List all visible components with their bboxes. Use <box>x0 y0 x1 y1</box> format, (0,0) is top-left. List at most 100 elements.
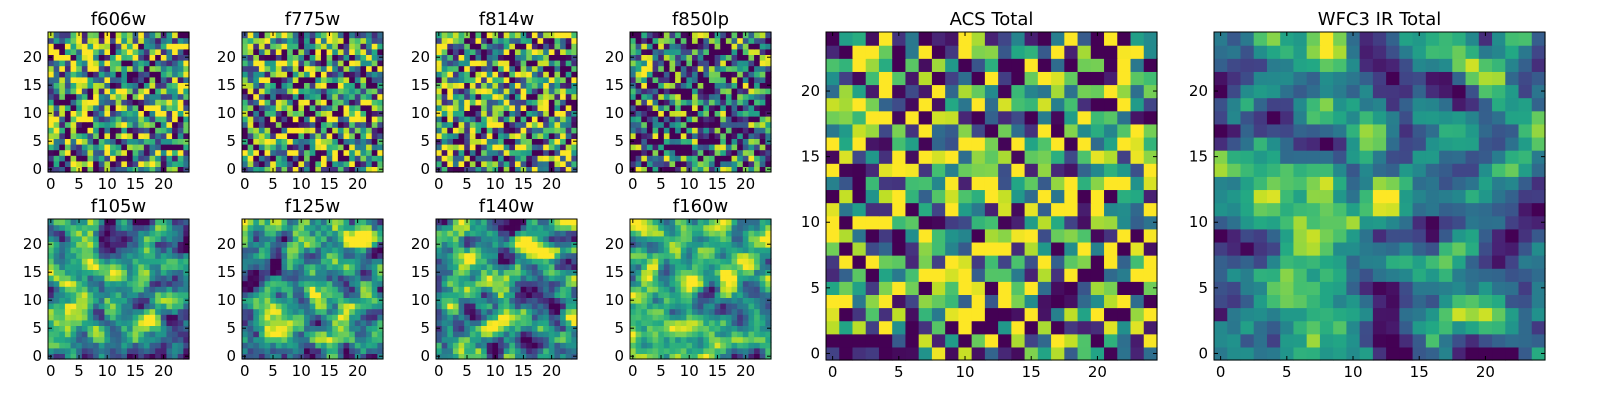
heatmap-cell <box>486 60 493 67</box>
heatmap-cell <box>177 336 184 343</box>
y-tick-label: 15 <box>23 263 42 281</box>
heatmap-cell <box>520 275 527 282</box>
heatmap-cell <box>641 342 648 349</box>
heatmap-cell <box>469 325 477 332</box>
heatmap-cell <box>258 116 266 123</box>
heatmap-cell <box>298 263 305 270</box>
heatmap-cell <box>514 331 522 338</box>
heatmap-cell <box>343 104 350 111</box>
heatmap-cell <box>354 104 362 111</box>
heatmap-cell <box>514 247 522 254</box>
heatmap-cell <box>748 149 755 156</box>
heatmap-cell <box>287 76 294 83</box>
heatmap-cell <box>703 48 710 55</box>
heatmap-cell <box>126 160 134 167</box>
heatmap-cell <box>98 247 105 254</box>
heatmap-cell <box>264 48 271 55</box>
heatmap-cell <box>115 275 122 282</box>
heatmap-cell <box>87 121 94 128</box>
heatmap-cell <box>48 65 55 72</box>
heatmap-cell <box>737 280 744 287</box>
heatmap-cell <box>287 258 294 265</box>
heatmap-cell <box>59 347 66 354</box>
heatmap-cell <box>138 303 145 310</box>
heatmap-cell <box>354 303 362 310</box>
heatmap-cell <box>663 280 671 287</box>
heatmap-cell <box>725 138 733 145</box>
heatmap-cell <box>70 54 77 61</box>
heatmap-cell <box>537 160 544 167</box>
heatmap-cell <box>53 353 60 360</box>
heatmap-cell <box>708 353 716 360</box>
heatmap-cell <box>309 291 316 298</box>
heatmap-cell <box>514 76 522 83</box>
heatmap-cell <box>475 347 482 354</box>
heatmap-cell <box>309 258 316 265</box>
heatmap-cell <box>447 342 454 349</box>
heatmap-cell <box>475 303 482 310</box>
heatmap-cell <box>149 93 156 100</box>
heatmap-cell <box>560 297 567 304</box>
heatmap-cell <box>371 241 378 248</box>
heatmap-cell <box>565 160 572 167</box>
heatmap-cell <box>754 291 761 298</box>
heatmap-cell <box>371 319 378 326</box>
heatmap-cell <box>560 247 567 254</box>
heatmap-cell <box>680 88 687 95</box>
heatmap-cell <box>669 303 676 310</box>
heatmap-cell <box>64 37 72 44</box>
heatmap-cell <box>503 258 510 265</box>
heatmap-cell <box>309 76 316 83</box>
heatmap-cell <box>759 43 766 50</box>
heatmap-cell <box>737 347 744 354</box>
heatmap-cell <box>441 280 448 287</box>
heatmap-cell <box>287 291 294 298</box>
heatmap-cell <box>675 76 682 83</box>
heatmap-cell <box>458 82 465 89</box>
heatmap-cell <box>287 219 294 226</box>
heatmap-cell <box>155 342 162 349</box>
heatmap-cell <box>110 303 117 310</box>
heatmap-cell <box>759 347 766 354</box>
heatmap-cell <box>697 110 704 117</box>
heatmap-cell <box>731 160 738 167</box>
heatmap-cell <box>742 99 750 106</box>
heatmap-cell <box>481 235 488 242</box>
heatmap-cell <box>104 247 111 254</box>
heatmap-cell <box>177 303 184 310</box>
heatmap-cell <box>708 54 716 61</box>
heatmap-cell <box>320 132 328 139</box>
x-tick-label: 5 <box>462 175 472 193</box>
heatmap-cell <box>492 336 499 343</box>
heatmap-cell <box>697 37 704 44</box>
heatmap-cell <box>253 336 260 343</box>
heatmap-cell <box>183 331 190 338</box>
heatmap-cell <box>115 314 122 321</box>
heatmap-cell <box>253 297 260 304</box>
heatmap-cell <box>543 247 550 254</box>
heatmap-cell <box>360 258 367 265</box>
heatmap-cell <box>149 347 156 354</box>
heatmap-cell <box>270 342 277 349</box>
heatmap-cell <box>304 331 311 338</box>
heatmap-cell <box>686 149 693 156</box>
heatmap-cell <box>320 160 328 167</box>
heatmap-cell <box>520 280 527 287</box>
heatmap-cell <box>258 252 266 259</box>
heatmap-cell <box>652 132 659 139</box>
heatmap-cell <box>287 314 294 321</box>
heatmap-cell <box>149 121 156 128</box>
heatmap-cell <box>126 166 134 173</box>
heatmap-cell <box>371 166 378 173</box>
heatmap-cell <box>635 342 642 349</box>
heatmap-cell <box>560 76 567 83</box>
heatmap-cell <box>714 132 721 139</box>
heatmap-cell <box>360 280 367 287</box>
heatmap-cell <box>452 99 460 106</box>
heatmap-cell <box>703 65 710 72</box>
heatmap-cell <box>503 43 510 50</box>
heatmap-cell <box>680 331 687 338</box>
heatmap-cell <box>692 319 699 326</box>
heatmap-cell <box>663 275 671 282</box>
heatmap-cell <box>543 331 550 338</box>
